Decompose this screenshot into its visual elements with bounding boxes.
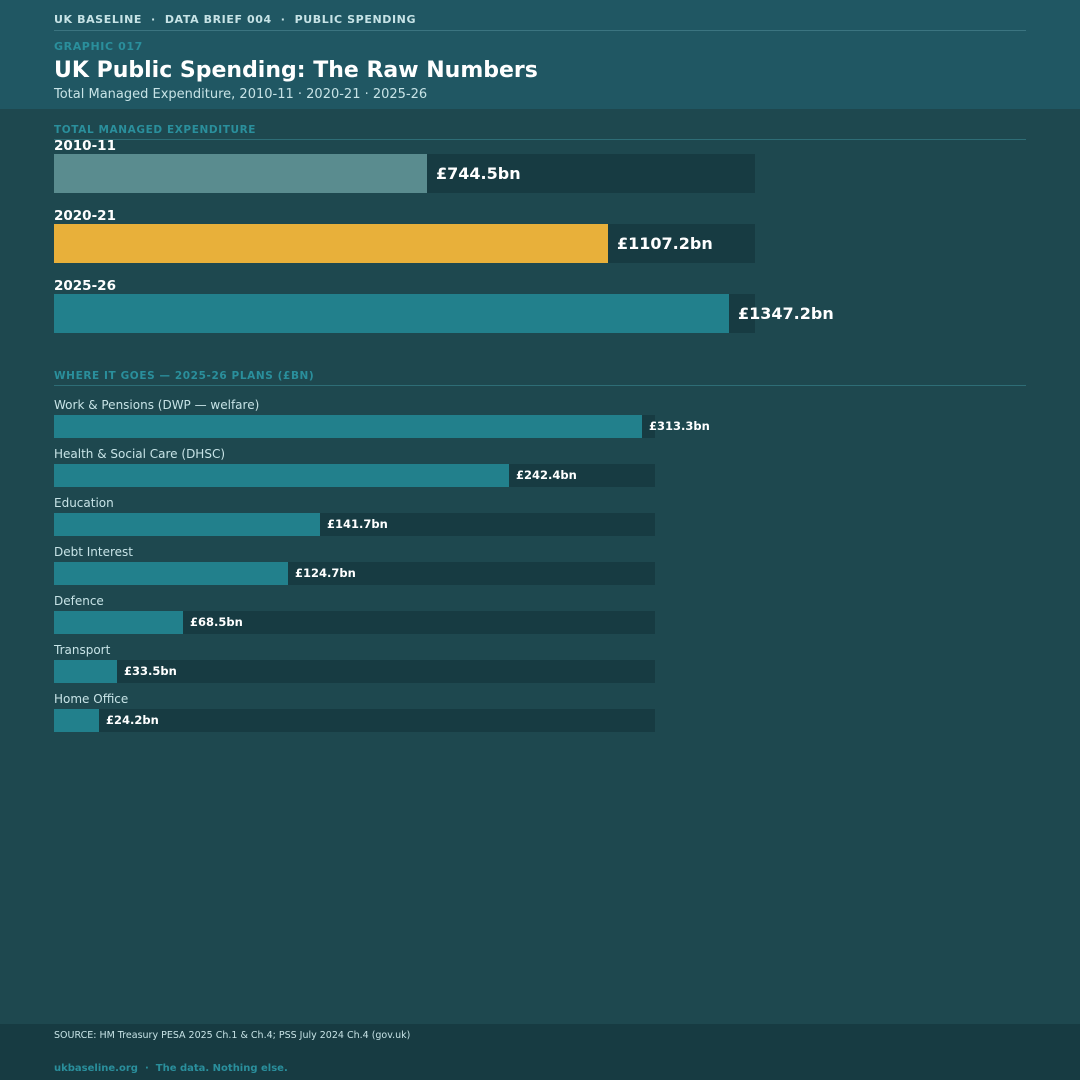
dept-name-label: Defence [54,594,104,608]
page-subtitle: Total Managed Expenditure, 2010-11 · 202… [54,87,428,102]
source-note: SOURCE: HM Treasury PESA 2025 Ch.1 & Ch.… [54,1030,411,1041]
header-divider [54,30,1026,31]
dept-name-label: Health & Social Care (DHSC) [54,447,226,461]
dept-value-label: £24.2bn [106,713,159,727]
tme-bar [54,154,427,193]
dept-bar [54,562,288,585]
graphic-number: GRAPHIC 017 [54,40,143,53]
header-band: UK BASELINE · DATA BRIEF 004 · PUBLIC SPENDI… [0,0,1080,109]
tme-value-label: £1347.2bn [738,304,834,323]
dept-bar [54,611,183,634]
dept-name-label: Debt Interest [54,545,134,559]
dept-bar [54,464,509,487]
dept-value-label: £68.5bn [190,615,243,629]
tme-section-rule [54,139,1026,140]
footer-band [0,1024,1080,1080]
dept-bar [54,709,99,732]
tme-bar [54,224,608,263]
dept-bar [54,513,320,536]
dept-bar-track [54,660,655,683]
tme-year-label: 2020-21 [54,208,116,224]
dept-name-label: Education [54,496,114,510]
dept-bar-track [54,611,655,634]
dept-name-label: Work & Pensions (DWP — welfare) [54,398,260,412]
tagline: The data. Nothing else. [155,1063,288,1074]
topline-separator: · [151,13,156,26]
dept-name-label: Transport [54,643,111,657]
dept-name-label: Home Office [54,692,129,706]
dept-bar [54,660,117,683]
topline-separator: · [280,13,286,26]
brand-name: UK BASELINE [54,13,143,26]
dept-value-label: £33.5bn [124,664,177,678]
tme-bar [54,294,729,333]
dept-bar [54,415,642,438]
brief-number: DATA BRIEF 004 [164,13,272,26]
dept-bar-track [54,709,655,732]
footer-separator: · [144,1063,149,1074]
dept-value-label: £141.7bn [327,517,388,531]
tme-year-label: 2010-11 [54,138,116,154]
dept-value-label: £313.3bn [649,419,710,433]
tme-value-label: £744.5bn [436,164,521,183]
footer-line: ukbaseline.org · The data. Nothing else. [54,1063,288,1074]
brief-topline: UK BASELINE · DATA BRIEF 004 · PUBLIC SPENDI… [54,13,416,26]
dept-value-label: £124.7bn [295,566,356,580]
tme-year-label: 2025-26 [54,278,116,294]
tme-section-label: TOTAL MANAGED EXPENDITURE [54,124,257,136]
site-link[interactable]: ukbaseline.org [54,1063,138,1074]
dept-section-rule [54,385,1026,386]
page-title: UK Public Spending: The Raw Numbers [54,58,538,83]
brief-topic: PUBLIC SPENDING [294,13,417,26]
tme-value-label: £1107.2bn [617,234,713,253]
dept-value-label: £242.4bn [516,468,577,482]
dept-section-label: WHERE IT GOES — 2025-26 PLANS (£BN) [54,370,315,382]
